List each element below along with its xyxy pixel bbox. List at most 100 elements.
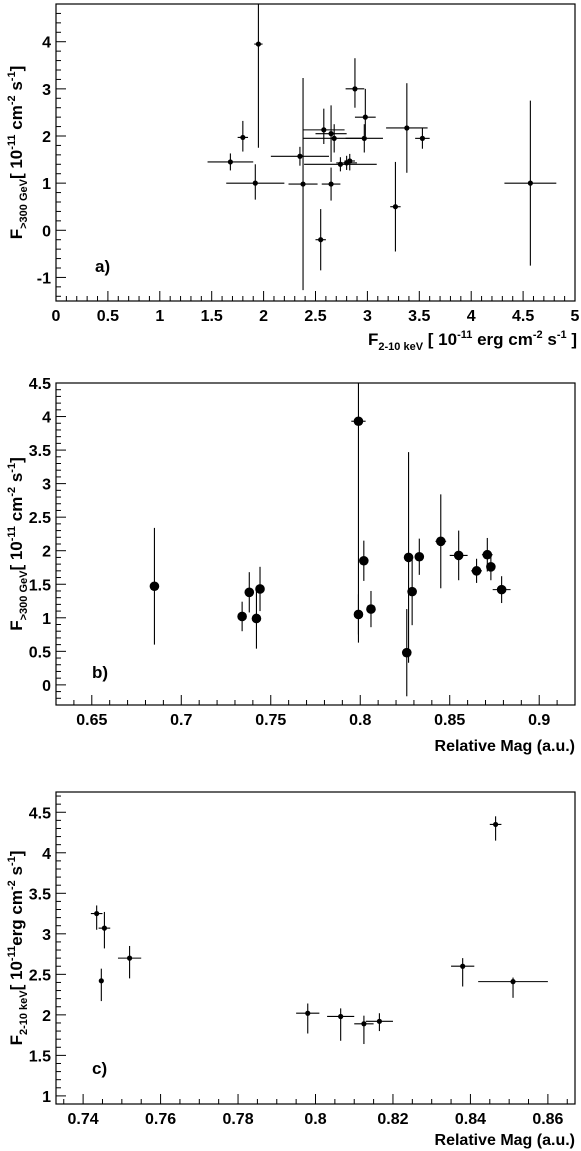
x-tick-label: 0.8: [304, 1111, 326, 1128]
x-tick-label: 0.76: [145, 1111, 176, 1128]
y-tick-label: 2: [42, 1008, 51, 1025]
data-marker: [331, 135, 337, 141]
data-marker: [352, 86, 358, 92]
data-point: [359, 540, 369, 581]
chart-panel-2: 0.65 0.7 0.75 0.8 0.85 0.9 0 0.5 1 1.5 2 2.5 3 3.5 4 4.…: [6, 376, 576, 755]
data-marker: [362, 114, 368, 120]
data-point: [386, 83, 428, 173]
data-marker: [328, 181, 334, 187]
panel-label: b): [92, 663, 108, 682]
data-marker: [460, 963, 466, 969]
y-tick-label: 2.5: [29, 510, 51, 527]
data-point: [401, 609, 412, 697]
data-marker: [240, 134, 246, 141]
data-marker: [328, 131, 334, 137]
x-tick-label: 3: [363, 308, 372, 325]
x-tick-label: 0: [52, 308, 61, 325]
y-tick-label: 3.5: [29, 886, 51, 903]
x-tick-label: 0.74: [68, 1111, 99, 1128]
y-tick-label: 3: [42, 927, 51, 944]
data-marker: [126, 955, 133, 961]
y-tick-label: 0: [42, 678, 51, 695]
x-axis-title: Relative Mag (a.u.): [435, 738, 575, 755]
plot-frame: [55, 382, 576, 706]
y-tick-label: 2: [42, 544, 51, 561]
data-point: [303, 124, 366, 153]
data-point: [345, 58, 365, 108]
y-tick-label: 2.5: [29, 967, 51, 984]
data-marker: [149, 581, 160, 592]
y-axis-title: F>300 GeV[ 10-11 cm-2 s-1]: [6, 457, 30, 631]
data-marker: [255, 41, 262, 47]
data-marker: [482, 549, 493, 560]
data-marker: [338, 1013, 344, 1020]
data-marker: [376, 1018, 383, 1024]
plot-frame: [55, 3, 576, 302]
data-point: [366, 590, 376, 628]
data-point: [478, 977, 548, 998]
data-point: [321, 167, 341, 201]
data-point: [344, 153, 355, 171]
data-marker: [493, 821, 499, 828]
data-marker: [252, 180, 258, 186]
data-marker: [359, 555, 369, 566]
data-point: [471, 558, 482, 583]
data-point: [354, 1015, 374, 1045]
x-axis-title: Relative Mag (a.u.): [435, 1132, 575, 1149]
x-tick-label: 2: [259, 308, 268, 325]
data-marker: [353, 416, 364, 427]
data-point: [296, 1003, 320, 1034]
data-marker: [305, 1010, 311, 1016]
data-marker: [496, 584, 507, 595]
y-tick-label: 1.5: [29, 577, 51, 594]
data-point: [390, 161, 401, 252]
x-tick-label: 0.75: [255, 712, 286, 729]
data-point: [255, 566, 265, 612]
data-marker: [414, 551, 425, 562]
data-marker: [321, 127, 327, 133]
x-tick-label: 0.86: [532, 1111, 563, 1128]
x-tick-label: 4.5: [512, 308, 534, 325]
data-point: [451, 958, 475, 987]
y-tick-label: 4: [42, 35, 51, 52]
data-marker: [435, 536, 446, 547]
y-tick-label: 4.5: [29, 805, 51, 822]
data-marker: [361, 1021, 367, 1027]
data-point: [251, 588, 262, 649]
x-tick-label: 0.78: [222, 1111, 253, 1128]
data-point: [270, 146, 329, 166]
data-marker: [227, 159, 233, 165]
y-tick-label: -1: [37, 270, 51, 287]
x-tick-label: 0.8: [349, 712, 371, 729]
data-point: [98, 968, 104, 1002]
x-tick-label: 1.5: [201, 308, 223, 325]
data-point: [492, 576, 511, 604]
x-tick-label: 0.7: [170, 712, 192, 729]
y-tick-label: 1: [42, 1089, 51, 1106]
x-tick-label: 0.84: [455, 1111, 486, 1128]
data-marker: [244, 587, 255, 598]
y-tick-label: 4: [42, 846, 51, 863]
data-marker: [94, 910, 100, 917]
data-point: [414, 538, 425, 575]
data-point: [327, 1008, 355, 1041]
y-tick-label: 3: [42, 477, 51, 494]
x-tick-label: 0.65: [76, 712, 107, 729]
x-axis-title: F2-10 keV [ 10-11 erg cm-2 s-1 ]: [368, 329, 577, 353]
y-tick-label: 0.5: [29, 644, 51, 661]
data-point: [489, 816, 502, 841]
panel-label: c): [92, 1059, 107, 1078]
data-marker: [401, 647, 412, 658]
data-point: [336, 155, 358, 170]
data-point: [435, 494, 447, 589]
data-marker: [404, 125, 410, 131]
y-axis-title: F>300 GeV[ 10-11 cm-2 s-1]: [6, 66, 30, 240]
x-tick-label: 1: [155, 308, 164, 325]
data-point: [237, 120, 249, 152]
y-tick-label: 3: [42, 82, 51, 99]
y-tick-label: 0: [42, 223, 51, 240]
data-marker: [407, 586, 417, 597]
data-point: [244, 572, 255, 613]
data-marker: [419, 135, 426, 141]
data-marker: [353, 609, 364, 620]
